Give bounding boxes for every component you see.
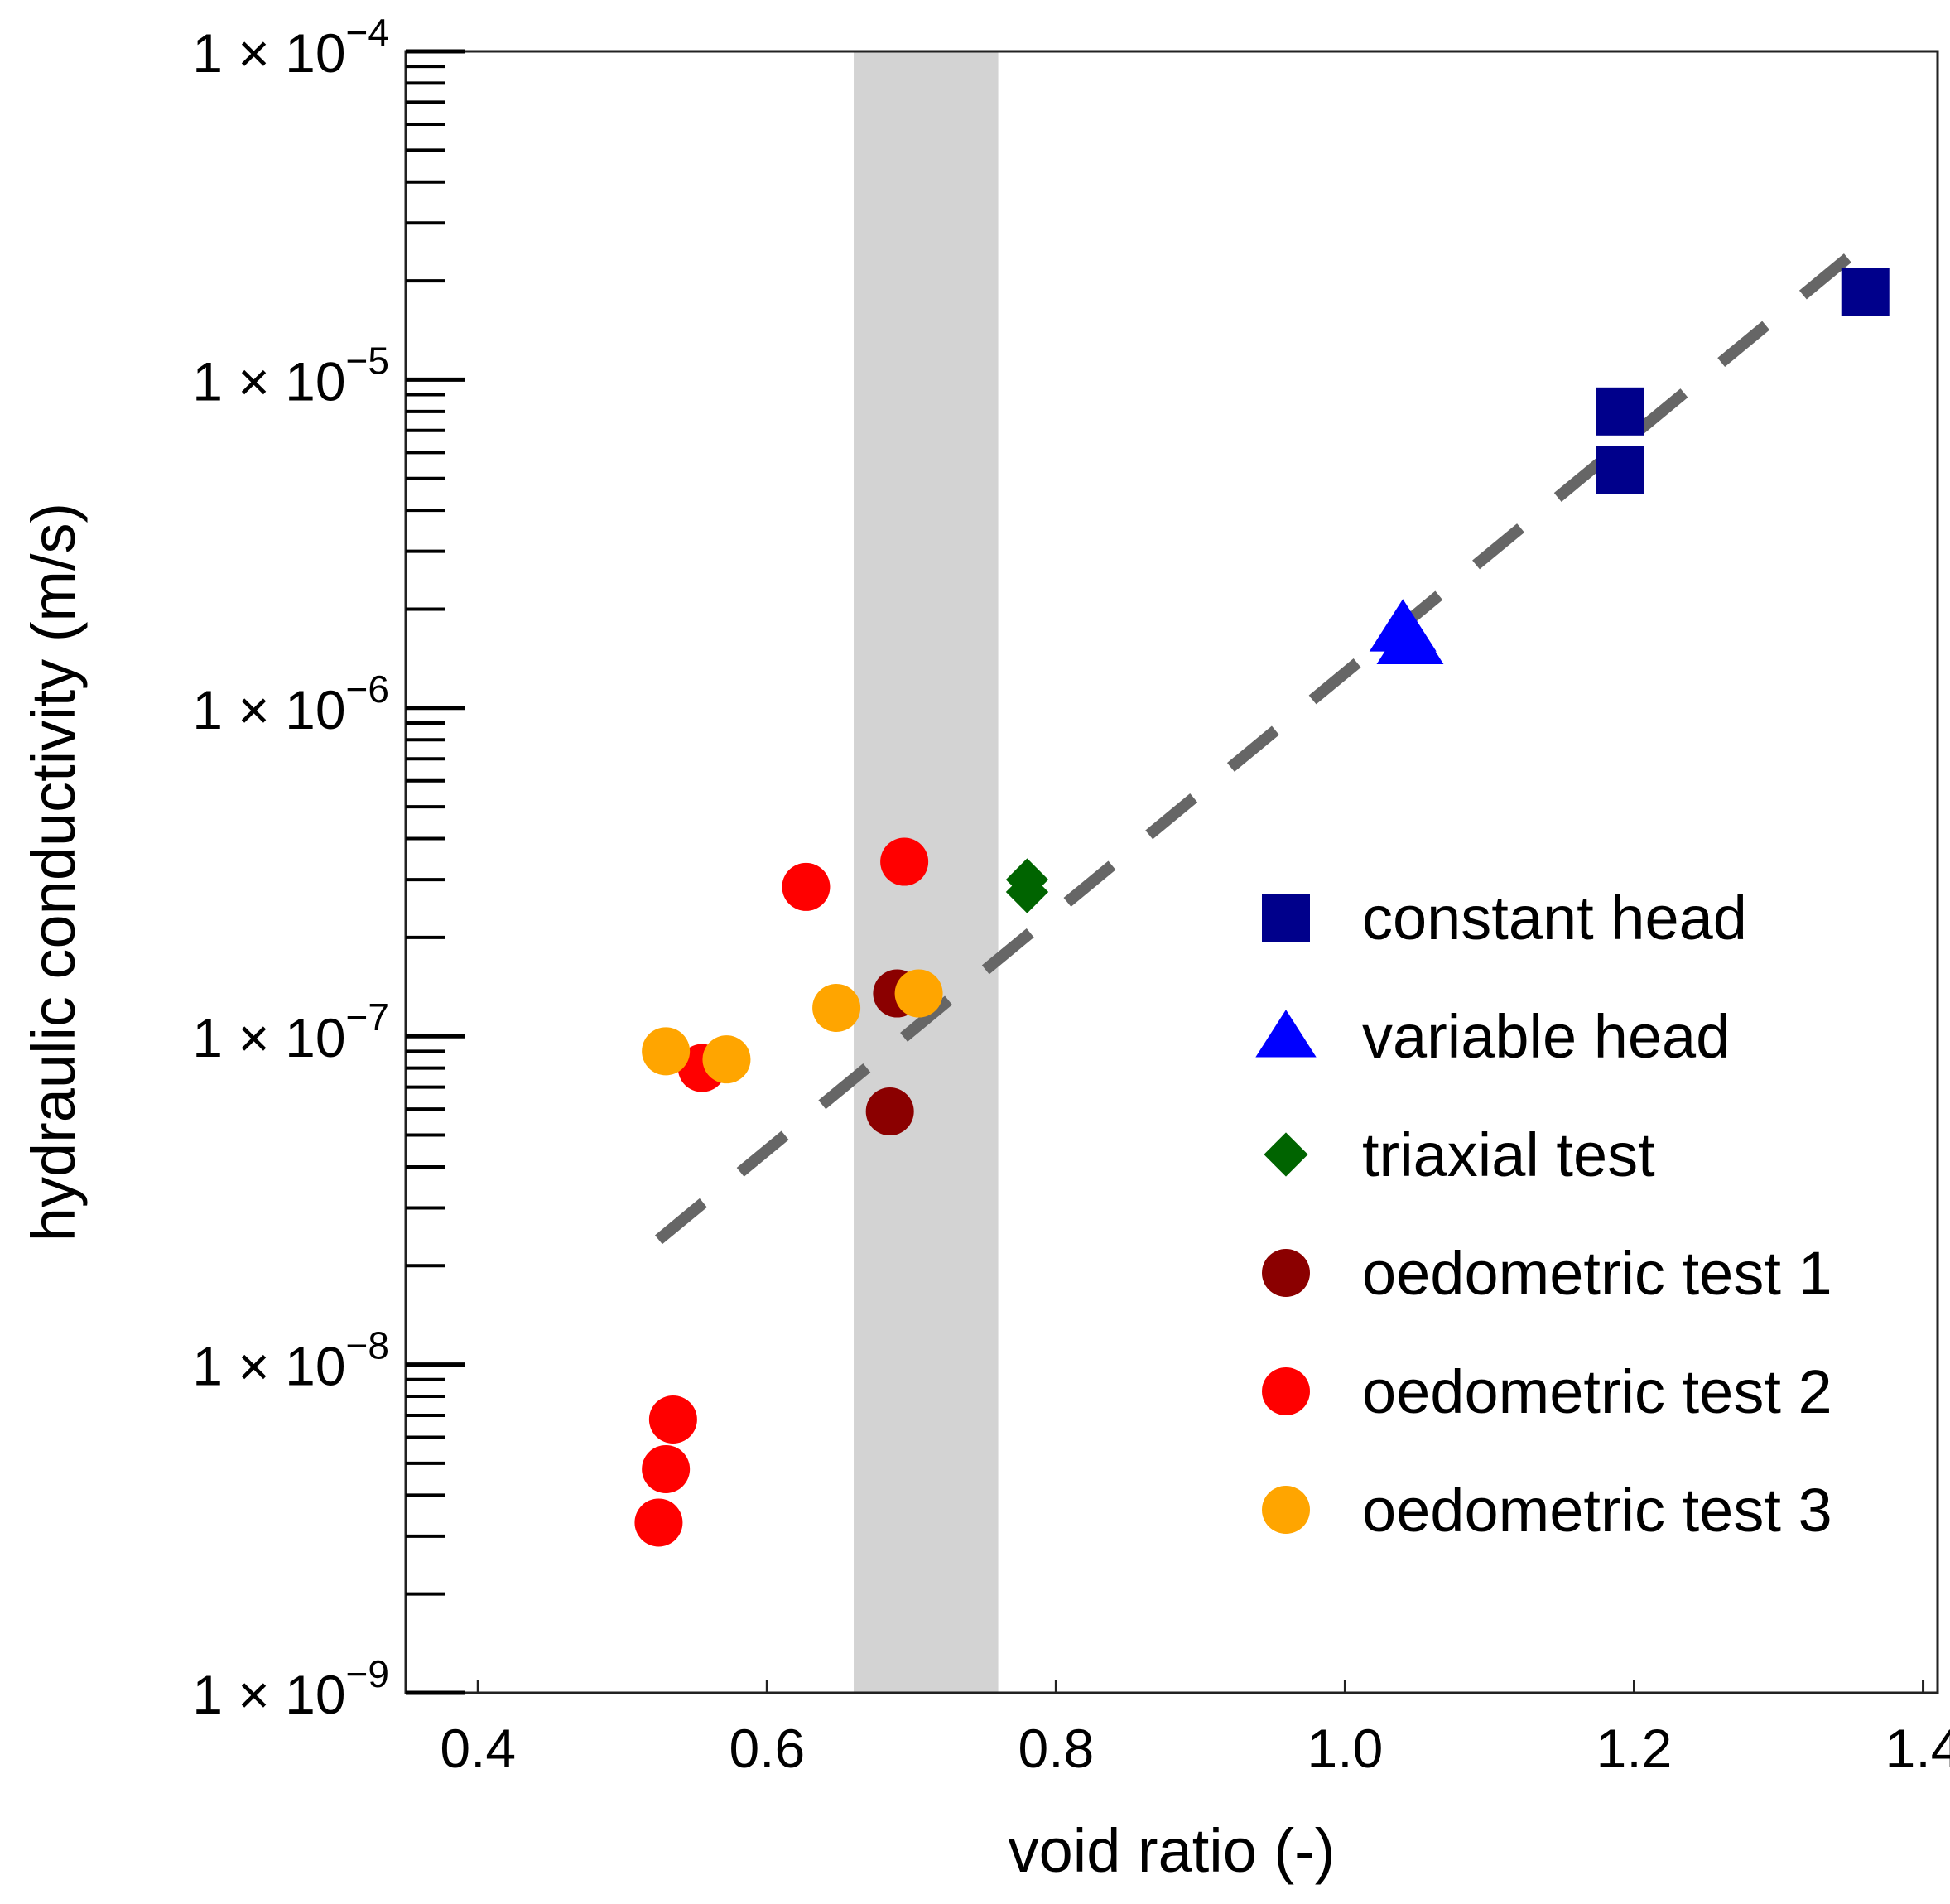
legend-marker	[1255, 1010, 1316, 1057]
data-point	[866, 1087, 914, 1135]
shaded-band	[854, 51, 999, 1693]
legend-marker	[1264, 1132, 1307, 1176]
y-tick-label: 1 × 10−4	[192, 11, 389, 84]
data-point	[812, 984, 860, 1032]
data-point	[649, 1395, 697, 1444]
y-axis-label: hydraulic conductivity (m/s)	[19, 503, 88, 1241]
band-layer	[854, 51, 999, 1693]
legend-label: oedometric test 1	[1362, 1239, 1832, 1308]
x-tick-label: 0.8	[1018, 1718, 1095, 1779]
legend-marker	[1262, 1249, 1310, 1297]
fit-line-layer	[658, 243, 1865, 1240]
x-tick-label: 1.0	[1307, 1718, 1384, 1779]
x-tick-label: 1.2	[1596, 1718, 1673, 1779]
legend-marker	[1262, 1486, 1310, 1534]
legend-label: triaxial test	[1362, 1121, 1655, 1189]
y-tick-label: 1 × 10−9	[192, 1652, 389, 1725]
y-tick-label: 1 × 10−6	[192, 668, 389, 740]
legend-label: constant head	[1362, 884, 1747, 952]
y-tick-label: 1 × 10−7	[192, 995, 389, 1068]
data-point	[1596, 446, 1644, 494]
x-tick-label: 0.6	[729, 1718, 805, 1779]
legend-label: oedometric test 2	[1362, 1357, 1832, 1426]
chart: 0.4 0.6 0.8 1.0 1.2 1.4 1 × 10−4 1 × 10−5 1 × 10…	[0, 0, 1950, 1904]
data-point	[702, 1035, 750, 1083]
y-tick-label: 1 × 10−5	[192, 339, 389, 412]
data-point	[642, 1445, 690, 1493]
y-tick-label: 1 × 10−8	[192, 1324, 389, 1397]
legend-marker	[1262, 894, 1310, 942]
legend: constant head variable head triaxial test o…	[1255, 884, 1832, 1545]
data-point	[782, 863, 830, 911]
data-point	[642, 1027, 690, 1075]
legend-label: variable head	[1362, 1002, 1730, 1071]
data-point	[880, 838, 928, 886]
data-point	[1596, 388, 1644, 436]
x-tick-label: 1.4	[1885, 1718, 1950, 1779]
fit-line	[658, 243, 1865, 1240]
legend-label: oedometric test 3	[1362, 1476, 1832, 1545]
data-point	[895, 970, 943, 1018]
x-axis-label: void ratio (-)	[1009, 1816, 1336, 1885]
legend-marker	[1262, 1367, 1310, 1415]
plot-frame	[406, 51, 1938, 1693]
x-tick-label: 0.4	[440, 1718, 516, 1779]
data-point	[634, 1498, 682, 1546]
data-point	[1842, 268, 1890, 316]
